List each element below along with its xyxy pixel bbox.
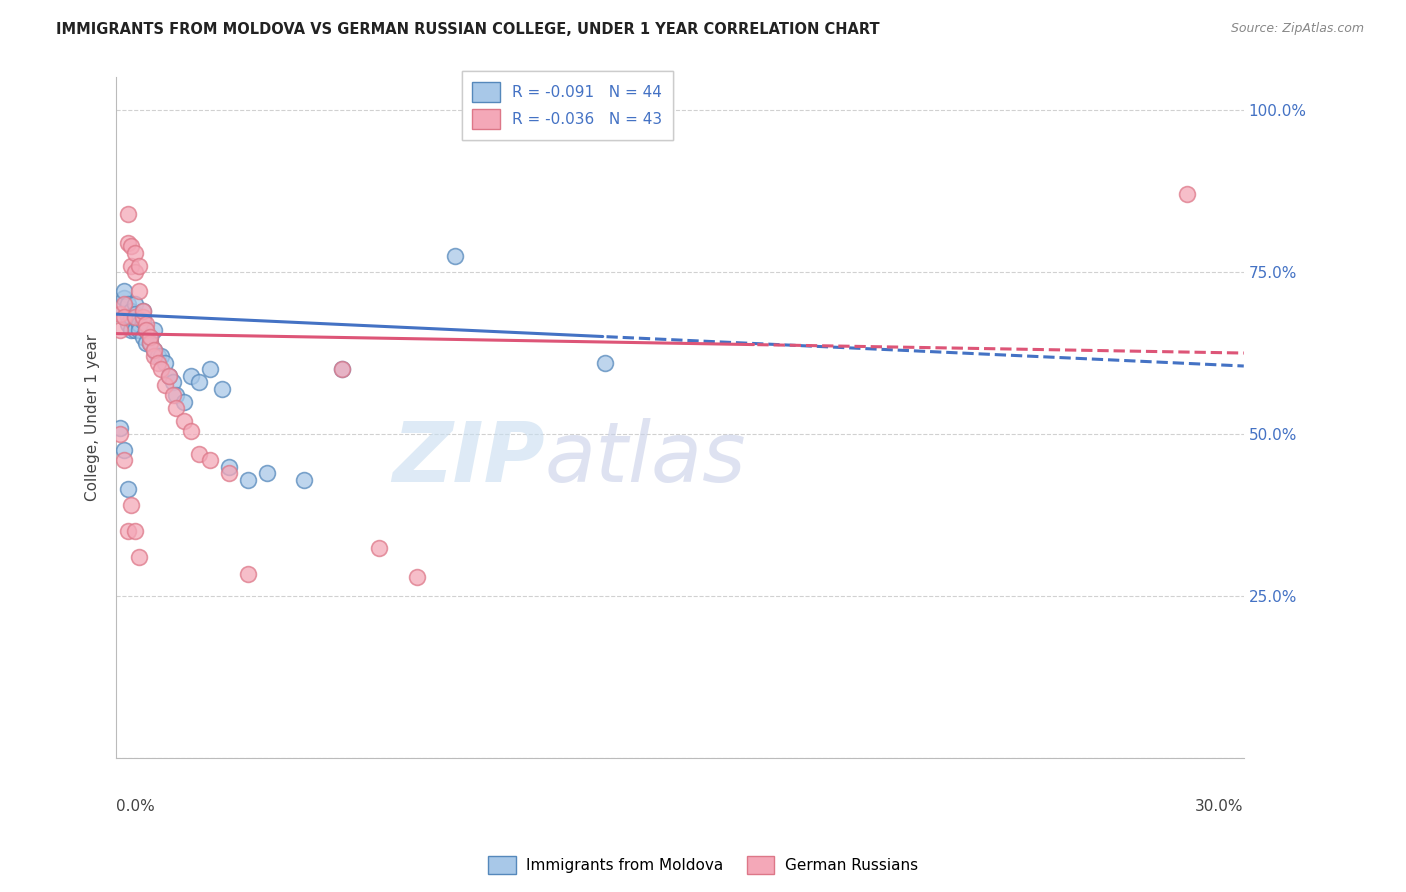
Point: [142, 323, 165, 337]
Point: [108, 420, 131, 434]
Point: [131, 313, 153, 327]
Point: [124, 297, 146, 311]
Point: [112, 285, 135, 299]
Y-axis label: College, Under 1 year: College, Under 1 year: [86, 334, 100, 501]
Point: [128, 259, 150, 273]
Point: [593, 356, 616, 370]
Point: [108, 323, 131, 337]
Point: [173, 394, 195, 409]
Point: [236, 473, 259, 487]
Point: [165, 388, 187, 402]
Point: [139, 336, 162, 351]
Point: [180, 424, 202, 438]
Point: [180, 368, 202, 383]
Text: IMMIGRANTS FROM MOLDOVA VS GERMAN RUSSIAN COLLEGE, UNDER 1 YEAR CORRELATION CHAR: IMMIGRANTS FROM MOLDOVA VS GERMAN RUSSIA…: [56, 22, 880, 37]
Point: [124, 265, 146, 279]
Point: [165, 401, 187, 416]
Point: [150, 362, 173, 376]
Point: [128, 285, 150, 299]
Point: [112, 453, 135, 467]
Point: [218, 459, 240, 474]
Point: [120, 239, 142, 253]
Point: [124, 524, 146, 539]
Point: [124, 323, 146, 337]
Point: [117, 310, 139, 325]
Point: [146, 356, 169, 370]
Text: atlas: atlas: [544, 418, 747, 500]
Point: [131, 310, 153, 325]
Point: [211, 382, 233, 396]
Point: [108, 427, 131, 442]
Point: [124, 310, 146, 325]
Point: [256, 466, 278, 480]
Point: [128, 550, 150, 565]
Point: [330, 362, 353, 376]
Point: [150, 349, 173, 363]
Point: [124, 307, 146, 321]
Point: [142, 343, 165, 357]
Point: [117, 206, 139, 220]
Point: [139, 336, 162, 351]
Point: [1177, 187, 1199, 202]
Point: [112, 291, 135, 305]
Point: [120, 310, 142, 325]
Point: [135, 336, 157, 351]
Text: 0.0%: 0.0%: [117, 799, 155, 814]
Point: [200, 453, 222, 467]
Point: [157, 368, 180, 383]
Point: [153, 378, 176, 392]
Point: [131, 304, 153, 318]
Point: [188, 446, 211, 460]
Point: [162, 376, 184, 390]
Point: [124, 245, 146, 260]
Point: [142, 349, 165, 363]
Point: [117, 482, 139, 496]
Point: [236, 566, 259, 581]
Point: [139, 330, 162, 344]
Point: [108, 307, 131, 321]
Point: [120, 259, 142, 273]
Point: [120, 499, 142, 513]
Point: [135, 323, 157, 337]
Point: [406, 570, 429, 584]
Point: [108, 301, 131, 315]
Point: [112, 310, 135, 325]
Point: [131, 304, 153, 318]
Point: [188, 376, 211, 390]
Legend: R = -0.091   N = 44, R = -0.036   N = 43: R = -0.091 N = 44, R = -0.036 N = 43: [461, 71, 673, 140]
Point: [120, 323, 142, 337]
Point: [218, 466, 240, 480]
Point: [330, 362, 353, 376]
Point: [135, 323, 157, 337]
Point: [128, 317, 150, 331]
Point: [117, 235, 139, 250]
Point: [135, 317, 157, 331]
Point: [120, 304, 142, 318]
Point: [157, 368, 180, 383]
Text: 30.0%: 30.0%: [1195, 799, 1244, 814]
Legend: Immigrants from Moldova, German Russians: Immigrants from Moldova, German Russians: [482, 850, 924, 880]
Point: [142, 343, 165, 357]
Point: [117, 297, 139, 311]
Point: [112, 443, 135, 458]
Point: [153, 356, 176, 370]
Text: Source: ZipAtlas.com: Source: ZipAtlas.com: [1230, 22, 1364, 36]
Point: [131, 330, 153, 344]
Point: [117, 317, 139, 331]
Point: [173, 414, 195, 428]
Point: [128, 323, 150, 337]
Point: [162, 388, 184, 402]
Point: [112, 297, 135, 311]
Point: [200, 362, 222, 376]
Point: [117, 524, 139, 539]
Point: [368, 541, 391, 555]
Point: [146, 349, 169, 363]
Point: [292, 473, 315, 487]
Point: [139, 330, 162, 344]
Text: ZIP: ZIP: [392, 418, 544, 500]
Point: [443, 249, 465, 263]
